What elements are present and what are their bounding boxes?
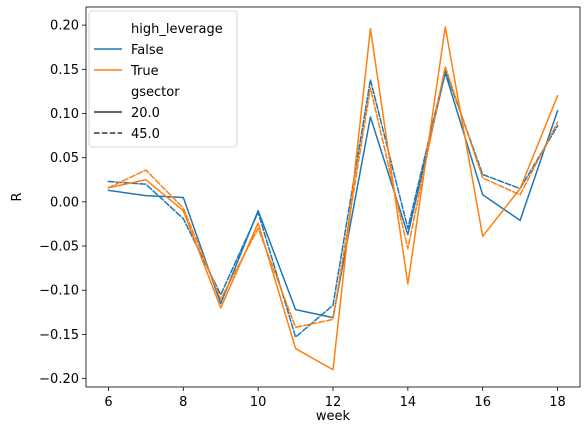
y-tick-label: 0.05 (50, 151, 79, 166)
x-tick-label: 6 (104, 395, 112, 410)
x-tick-label: 10 (250, 395, 267, 410)
y-axis-label: R (10, 192, 25, 201)
x-tick-label: 18 (549, 395, 566, 410)
x-axis: 6 8 10 12 14 16 18 (104, 387, 566, 410)
x-axis-label: week (316, 409, 351, 424)
legend-label-45: 45.0 (131, 127, 160, 142)
x-tick-label: 8 (179, 395, 187, 410)
y-tick-label: −0.20 (39, 372, 79, 387)
x-tick-label: 14 (400, 395, 417, 410)
y-tick-label: 0.15 (50, 63, 79, 78)
series-line-true-20 (107, 26, 559, 371)
legend-box (88, 10, 238, 148)
legend-hue-title: high_leverage (131, 22, 223, 37)
legend-label-true: True (130, 64, 159, 79)
legend-style-title: gsector (131, 85, 180, 100)
y-axis: −0.20 −0.15 −0.10 −0.05 0.00 0.05 0.10 0.15 0.20 (39, 19, 86, 387)
legend: high_leverage False True gsector 20.0 45… (88, 10, 238, 148)
series-lines (107, 26, 559, 371)
x-tick-label: 12 (325, 395, 342, 410)
series-line-false-45 (107, 69, 559, 338)
y-tick-label: 0.00 (50, 195, 79, 210)
series-line-true-45 (107, 65, 559, 329)
legend-label-false: False (131, 43, 164, 58)
y-tick-label: 0.10 (50, 107, 79, 122)
x-tick-label: 16 (474, 395, 491, 410)
y-tick-label: −0.05 (39, 240, 79, 255)
y-tick-label: 0.20 (50, 19, 79, 34)
y-tick-label: −0.10 (39, 284, 79, 299)
legend-label-20: 20.0 (131, 106, 160, 121)
y-tick-label: −0.15 (39, 328, 79, 343)
